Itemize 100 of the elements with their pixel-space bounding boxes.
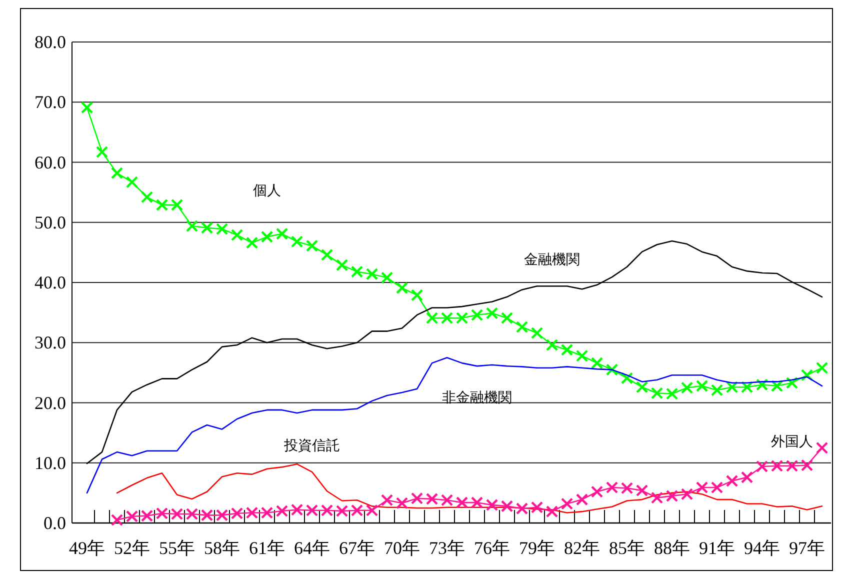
x-tick-label: 88年 [654, 538, 690, 558]
point [546, 505, 558, 518]
point [80, 101, 94, 114]
point [426, 312, 438, 324]
point [290, 504, 304, 516]
y-tick-label: 20.0 [34, 392, 66, 413]
point [816, 362, 828, 374]
point [246, 506, 258, 519]
series-label: 非金融機関 [442, 389, 512, 406]
point [576, 493, 588, 506]
point [590, 486, 604, 498]
point [276, 228, 288, 240]
x-tick-label: 79年 [519, 538, 555, 558]
point [306, 240, 318, 252]
y-tick-label: 10.0 [34, 452, 66, 473]
point [726, 381, 738, 394]
point [666, 388, 678, 400]
point [440, 312, 454, 324]
point [426, 492, 438, 506]
point [186, 508, 198, 520]
series-label: 投資信託 [283, 436, 340, 453]
x-tick-label: 52年 [114, 538, 150, 558]
point [516, 502, 528, 515]
point [770, 460, 784, 472]
y-tick-label: 50.0 [34, 212, 66, 232]
x-tick-label: 49年 [69, 538, 105, 558]
point [650, 492, 664, 504]
point [546, 338, 558, 352]
point [710, 481, 724, 494]
point [560, 498, 574, 510]
x-tick-label: 73年 [429, 538, 465, 558]
x-tick-label: 82年 [564, 538, 600, 558]
point [246, 236, 258, 249]
point [126, 176, 138, 188]
point [126, 510, 138, 522]
point [110, 166, 124, 180]
point [156, 507, 168, 520]
point [230, 228, 244, 242]
point [606, 481, 618, 494]
point [216, 509, 228, 522]
point [486, 307, 498, 320]
point [800, 368, 814, 382]
point [650, 387, 664, 400]
point [320, 248, 334, 261]
x-tick-label: 70年 [384, 538, 420, 558]
point [576, 350, 588, 362]
x-tick-label: 85年 [609, 538, 645, 558]
point [336, 504, 348, 518]
x-tick-label: 97年 [789, 538, 825, 558]
point [560, 344, 574, 356]
point [290, 236, 304, 248]
y-tick-label: 70.0 [34, 92, 66, 112]
point [260, 230, 274, 243]
point [336, 258, 348, 272]
point [170, 198, 184, 212]
point [230, 507, 244, 520]
y-tick-label: 60.0 [34, 152, 66, 172]
point [786, 460, 798, 472]
point [200, 509, 214, 522]
text: 個人 [253, 182, 281, 198]
point [486, 498, 498, 512]
point [710, 384, 724, 396]
point [396, 282, 408, 294]
point [110, 514, 124, 526]
point [696, 481, 708, 494]
x-tick-label: 94年 [744, 538, 780, 558]
point [740, 381, 754, 394]
point [726, 474, 738, 488]
point [366, 504, 378, 516]
x-tick-label: 55年 [159, 538, 195, 558]
point [380, 272, 394, 284]
series-label: 外国人 [771, 432, 813, 449]
point [456, 496, 468, 509]
point [620, 372, 634, 384]
point [636, 484, 648, 497]
point [470, 308, 484, 322]
point [500, 500, 514, 512]
point [410, 289, 424, 302]
x-tick-label: 61年 [249, 538, 285, 558]
x-tick-label: 64年 [294, 538, 330, 558]
point [696, 380, 708, 392]
point [306, 504, 318, 516]
point [276, 504, 288, 518]
point [786, 376, 798, 390]
point [140, 510, 154, 522]
point [666, 490, 678, 502]
point [756, 378, 768, 391]
point [410, 492, 424, 504]
x-tick-label: 91年 [699, 538, 735, 558]
point [680, 488, 694, 500]
point [350, 266, 364, 278]
point [396, 497, 408, 510]
point [366, 268, 378, 280]
point [620, 482, 634, 494]
point [470, 496, 484, 509]
point [260, 506, 274, 519]
point [140, 191, 154, 204]
point [756, 460, 768, 473]
point [186, 220, 198, 232]
point [530, 501, 544, 514]
